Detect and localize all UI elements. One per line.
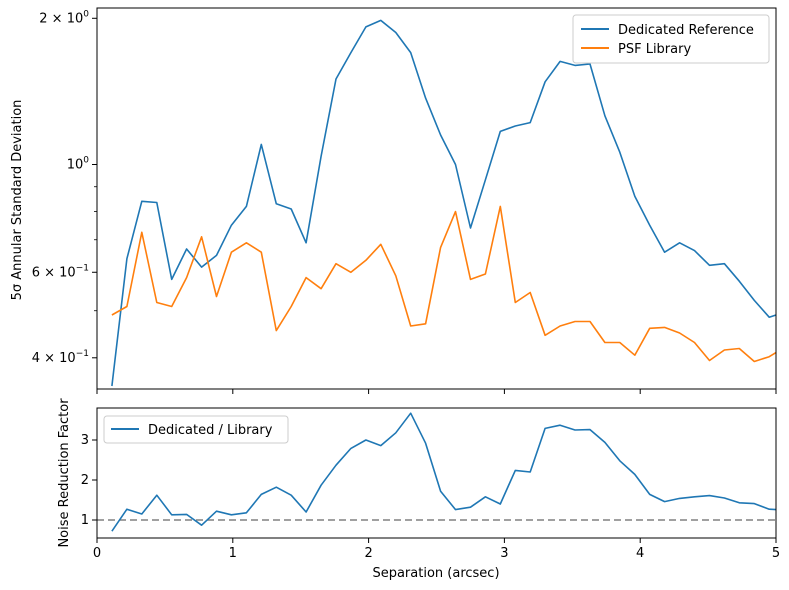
top-legend-box (572, 14, 770, 64)
top-y-axis-label: 5σ Annular Standard Deviation (10, 100, 25, 301)
top-plot-frame (96, 7, 777, 390)
legend-label-dedicated-over-library: Dedicated / Library (148, 423, 273, 438)
top-series-lines (111, 19, 777, 387)
bottom-x-tick-label: 5 (772, 546, 780, 561)
bottom-y-axis-label: Noise Reduction Factor (57, 398, 72, 548)
bottom-series-lines (111, 412, 777, 532)
bottom-y-tick-label: 3 (81, 433, 89, 448)
legend-label-dedicated-reference: Dedicated Reference (618, 23, 754, 38)
bottom-y-tick-label: 1 (81, 513, 89, 528)
series-line-psf-library (111, 205, 777, 363)
bottom-x-tick-label: 0 (93, 546, 101, 561)
bottom-y-ticks: 1 2 3 (81, 433, 97, 528)
x-axis-label: Separation (arcsec) (372, 566, 499, 581)
top-y-tick-label: 4 × 10−1 (32, 349, 89, 366)
bottom-legend-box (103, 415, 289, 444)
bottom-x-tick-label: 3 (500, 546, 508, 561)
bottom-legend: Dedicated / Library (103, 415, 289, 444)
bottom-y-tick-label: 2 (81, 473, 89, 488)
bottom-x-tick-label: 2 (364, 546, 372, 561)
top-x-ticks (96, 389, 777, 394)
bottom-x-ticks: 0 1 2 3 4 5 (93, 538, 780, 561)
bottom-panel: 1 2 3 0 1 2 3 4 5 Noise Reduction Factor Separa… (57, 398, 780, 581)
top-y-tick-label: 2 × 100 (39, 9, 89, 26)
series-line-dedicated-reference (111, 19, 777, 387)
bottom-plot-frame (96, 407, 777, 539)
top-y-tick-label: 6 × 10−1 (32, 263, 89, 280)
series-line-dedicated-library (111, 412, 777, 532)
top-legend: Dedicated Reference PSF Library (572, 14, 770, 64)
bottom-x-tick-label: 1 (229, 546, 237, 561)
bottom-x-tick-label: 4 (636, 546, 644, 561)
legend-label-psf-library: PSF Library (618, 42, 691, 57)
